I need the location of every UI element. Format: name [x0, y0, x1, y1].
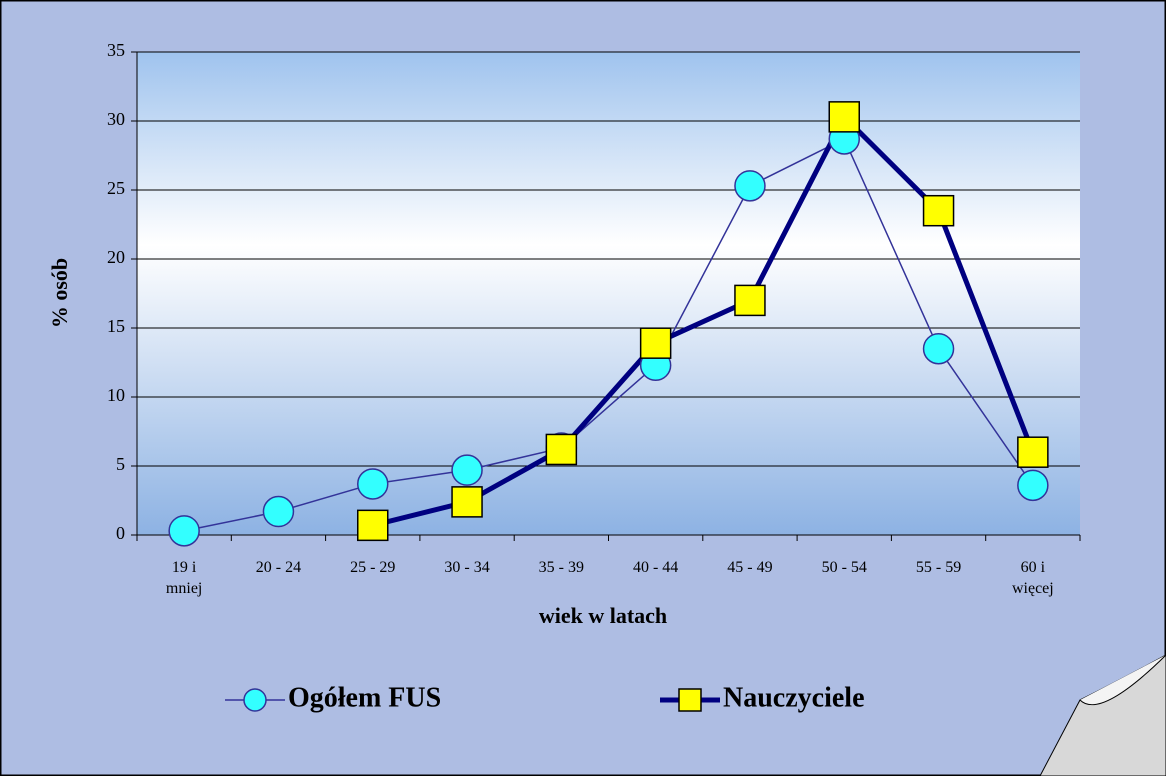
marker — [357, 509, 389, 542]
marker — [1017, 436, 1049, 468]
marker — [734, 170, 766, 202]
y-tick-label: 20 — [107, 247, 125, 267]
x-tick-label: 25 - 29 — [350, 559, 396, 576]
legend-label: Nauczyciele — [723, 682, 865, 713]
x-tick-label: 19 i mniej — [165, 559, 203, 597]
x-tick-label: 40 - 44 — [632, 559, 679, 576]
marker — [828, 101, 860, 133]
y-tick-label: 0 — [116, 523, 125, 543]
y-tick-label: 10 — [107, 385, 125, 405]
x-tick-label: 20 - 24 — [255, 559, 302, 576]
marker — [922, 332, 955, 365]
x-tick-label: 35 - 39 — [538, 559, 584, 576]
x-tick-label: 50 - 54 — [821, 559, 867, 576]
series-line — [183, 138, 1034, 532]
marker — [357, 468, 389, 500]
marker — [678, 688, 702, 712]
y-tick-label: 25 — [107, 178, 125, 198]
y-axis-title: % osób — [47, 258, 72, 328]
marker — [168, 515, 200, 547]
x-tick-label: 30 - 34 — [444, 559, 490, 576]
marker — [545, 433, 578, 466]
marker — [639, 327, 672, 359]
y-tick-label: 30 — [107, 109, 125, 129]
marker — [451, 486, 483, 518]
y-tick-label: 35 — [107, 40, 125, 60]
plot-area — [137, 52, 1080, 535]
marker — [734, 284, 766, 317]
x-tick-label: 45 - 49 — [727, 559, 773, 576]
x-tick-label: 55 - 59 — [915, 559, 962, 576]
marker — [1017, 469, 1049, 502]
legend-label: Ogółem FUS — [288, 682, 441, 713]
x-axis-title: wiek w latach — [539, 603, 667, 628]
x-tick-label: 60 i więcej — [1011, 559, 1054, 597]
marker — [243, 688, 267, 712]
marker — [922, 194, 955, 227]
marker — [262, 495, 295, 528]
y-tick-label: 5 — [116, 454, 125, 474]
y-tick-label: 15 — [107, 316, 125, 336]
marker — [451, 454, 483, 486]
page-curl-fold — [1079, 654, 1166, 706]
